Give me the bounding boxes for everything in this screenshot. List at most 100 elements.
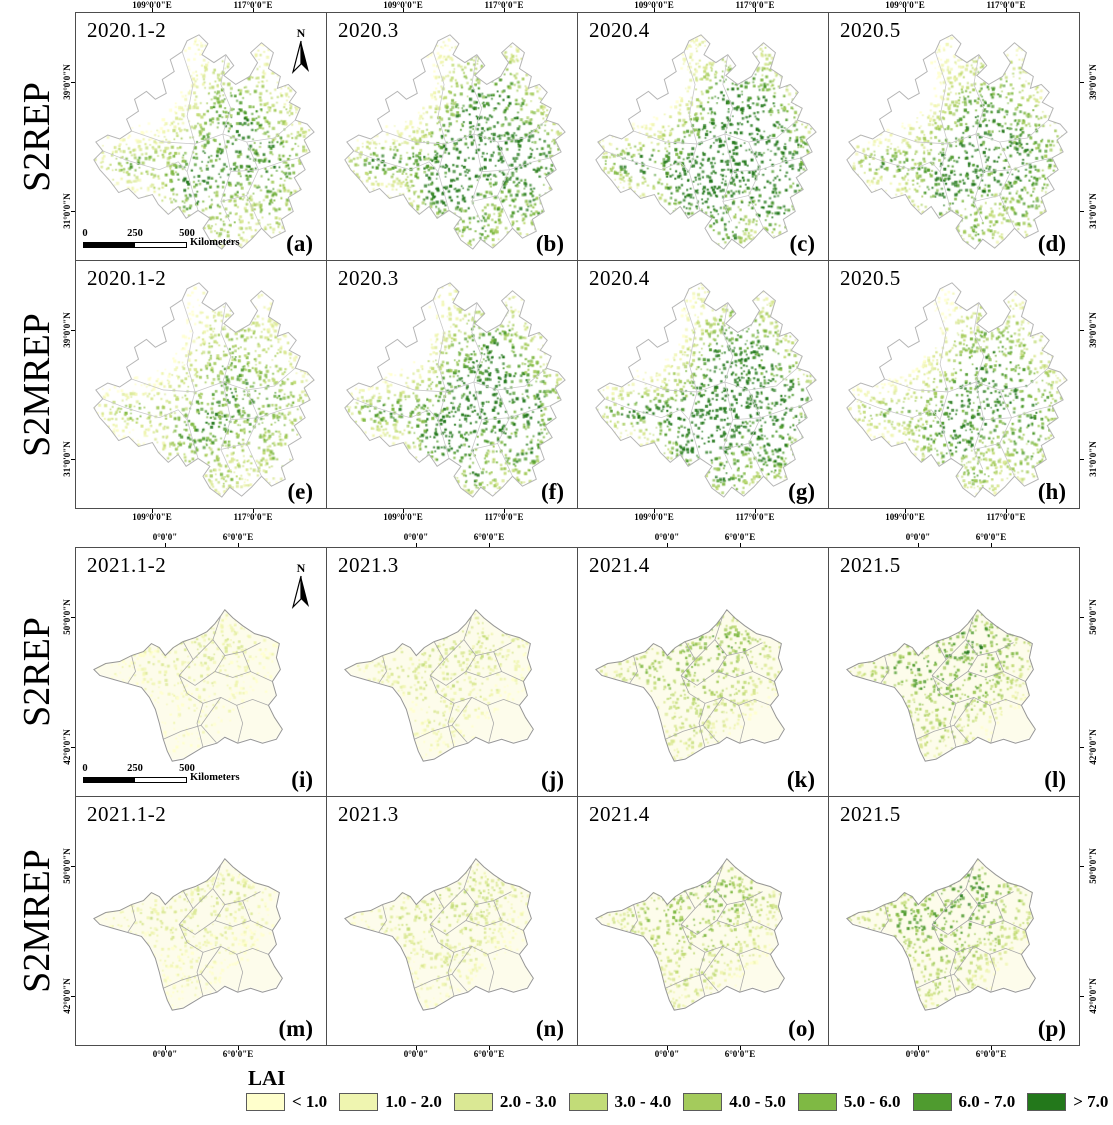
axis-tick bbox=[165, 543, 166, 547]
admin-boundary bbox=[178, 890, 194, 943]
panel-date-b: 2020.3 bbox=[338, 18, 399, 42]
axis-tick bbox=[654, 8, 655, 12]
lat-label-right: 50°0'0"N bbox=[1088, 848, 1098, 884]
admin-boundary bbox=[258, 157, 300, 171]
region-boundaries-b bbox=[344, 34, 566, 250]
legend-item-7: 6.0 - 7.0 bbox=[912, 1092, 1015, 1112]
admin-boundary bbox=[947, 54, 985, 145]
admin-boundary bbox=[429, 641, 445, 694]
admin-boundary bbox=[429, 671, 467, 686]
admin-boundary bbox=[224, 642, 261, 656]
panel-date-d: 2020.5 bbox=[840, 18, 901, 42]
lon-label-bottom: 117°0'0"E bbox=[484, 512, 524, 522]
region-boundaries-g bbox=[595, 282, 817, 498]
admin-boundary bbox=[463, 864, 477, 921]
admin-boundary bbox=[977, 642, 1014, 656]
admin-boundary bbox=[604, 150, 641, 165]
north-arrow-right-half bbox=[301, 576, 309, 607]
admin-boundary bbox=[983, 169, 1012, 173]
lon-label-top: 6°0'0"E bbox=[473, 532, 505, 542]
north-label: N bbox=[297, 26, 306, 40]
admin-boundary bbox=[382, 130, 447, 145]
admin-boundary bbox=[975, 119, 1049, 143]
country-outline bbox=[93, 34, 315, 250]
region-boundaries-i bbox=[93, 608, 283, 762]
admin-boundary bbox=[471, 195, 498, 202]
admin-boundary bbox=[680, 641, 696, 694]
admin-boundary bbox=[378, 655, 387, 684]
admin-boundary bbox=[487, 954, 495, 993]
admin-boundary bbox=[493, 900, 502, 921]
lai-raster-c bbox=[578, 13, 828, 260]
axis-tick bbox=[1080, 211, 1084, 213]
admin-boundary bbox=[432, 51, 450, 211]
map-panel-i: 2021.1-2 (i) N 0 250 500 Kilometers bbox=[75, 547, 327, 797]
admin-boundary bbox=[722, 443, 749, 450]
legend-item-5: 4.0 - 5.0 bbox=[683, 1092, 786, 1112]
lon-label-top: 109°0'0"E bbox=[383, 0, 423, 10]
lon-label-bottom: 109°0'0"E bbox=[383, 512, 423, 522]
admin-boundary bbox=[178, 920, 216, 935]
legend-label-4: 3.0 - 4.0 bbox=[614, 1092, 672, 1111]
panel-date-e: 2020.1-2 bbox=[87, 266, 167, 290]
admin-boundary bbox=[220, 443, 247, 450]
admin-boundary bbox=[939, 942, 1022, 955]
admin-boundary bbox=[353, 398, 390, 413]
axis-tick bbox=[489, 1046, 490, 1050]
panel-date-k: 2021.4 bbox=[589, 553, 650, 577]
country-outline bbox=[344, 282, 566, 498]
admin-boundary bbox=[437, 942, 520, 955]
admin-boundary bbox=[463, 615, 477, 672]
admin-boundary bbox=[429, 920, 467, 935]
panel-letter-j: (j) bbox=[541, 767, 564, 792]
lai-raster-e bbox=[76, 261, 326, 508]
legend-label-6: 5.0 - 6.0 bbox=[843, 1092, 901, 1111]
admin-boundary bbox=[378, 904, 387, 933]
legend-swatch-4 bbox=[568, 1093, 608, 1111]
admin-boundary bbox=[131, 130, 196, 145]
axis-tick bbox=[740, 1046, 741, 1050]
axis-tick bbox=[416, 543, 417, 547]
admin-boundary bbox=[629, 904, 638, 933]
lon-label-top: 0°0'0" bbox=[905, 532, 931, 542]
panel-letter-l: (l) bbox=[1044, 767, 1066, 792]
lat-label-right: 39°0'0"N bbox=[1088, 63, 1098, 100]
admin-boundary bbox=[451, 974, 469, 993]
legend-label-3: 2.0 - 3.0 bbox=[499, 1092, 557, 1111]
admin-boundary bbox=[471, 443, 498, 450]
lat-label-right: 31°0'0"N bbox=[1088, 441, 1098, 477]
lon-label-top: 6°0'0"E bbox=[975, 532, 1007, 542]
axis-tick bbox=[1080, 747, 1084, 748]
map-panel-h: 2020.5 (h) bbox=[828, 260, 1080, 509]
lon-label-bottom: 6°0'0"E bbox=[975, 1049, 1007, 1059]
admin-boundary bbox=[242, 900, 251, 921]
scale-unit: Kilometers bbox=[190, 237, 240, 248]
axis-tick bbox=[253, 8, 254, 12]
country-outline bbox=[344, 857, 534, 1011]
lon-label-bottom: 109°0'0"E bbox=[634, 512, 674, 522]
panel-date-i: 2021.1-2 bbox=[87, 553, 167, 577]
admin-boundary bbox=[220, 195, 247, 202]
admin-boundary bbox=[222, 119, 296, 143]
admin-boundary bbox=[178, 671, 216, 686]
axis-tick bbox=[238, 543, 239, 547]
region-boundaries-n bbox=[344, 857, 534, 1011]
admin-boundary bbox=[382, 378, 447, 393]
legend-swatch-7 bbox=[912, 1093, 952, 1111]
north-arrow-left-half bbox=[291, 40, 302, 74]
admin-boundary bbox=[965, 615, 979, 672]
admin-boundary bbox=[931, 920, 969, 935]
axis-tick bbox=[740, 543, 741, 547]
admin-boundary bbox=[694, 639, 716, 660]
admin-boundary bbox=[880, 904, 889, 933]
region-boundaries-d bbox=[846, 34, 1068, 250]
row-label-4: S2MREP bbox=[16, 849, 58, 993]
admin-boundary bbox=[738, 954, 746, 993]
lai-raster-g bbox=[578, 261, 828, 508]
admin-boundary bbox=[738, 705, 746, 744]
admin-boundary bbox=[953, 974, 971, 993]
lai-raster-h bbox=[829, 261, 1079, 508]
lai-raster-i bbox=[76, 548, 326, 796]
admin-boundary bbox=[916, 697, 975, 740]
region-boundaries-o bbox=[595, 857, 785, 1011]
